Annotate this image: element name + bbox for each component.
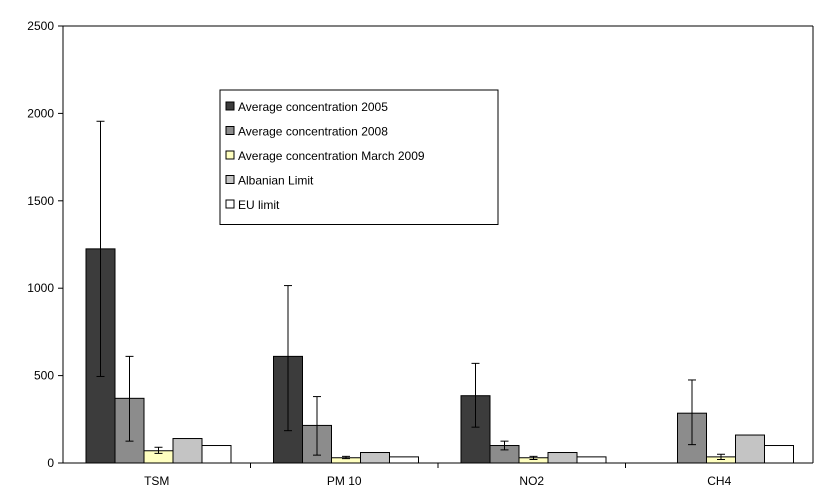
x-tick-label: CH4 <box>707 474 731 488</box>
legend-label: EU limit <box>238 198 280 212</box>
bar <box>576 456 607 464</box>
bar-group <box>85 248 794 464</box>
legend-label: Average concentration 2008 <box>238 125 388 139</box>
error-bar-group <box>96 120 725 461</box>
bar <box>360 452 390 464</box>
y-tick-label: 2500 <box>27 19 54 33</box>
y-tick-label: 500 <box>34 369 54 383</box>
x-tick-label: PM 10 <box>327 474 362 488</box>
legend-swatch <box>225 126 235 135</box>
x-axis: TSM PM 10 NO2 CH4 <box>63 462 813 488</box>
legend-swatch <box>225 150 235 160</box>
x-tick-label: NO2 <box>519 474 544 488</box>
legend-swatch <box>225 101 235 111</box>
legend-label: Average concentration March 2009 <box>238 149 425 163</box>
bar <box>201 445 232 464</box>
legend-label: Albanian Limit <box>238 174 314 188</box>
bar <box>172 438 203 464</box>
y-tick-label: 2000 <box>27 106 54 120</box>
y-tick-label: 1000 <box>27 281 54 295</box>
bar <box>547 452 578 464</box>
legend-swatch <box>225 199 235 209</box>
legend-swatch <box>225 175 235 184</box>
bar <box>764 445 794 464</box>
legend-label: Average concentration 2005 <box>238 100 388 114</box>
y-tick-label: 0 <box>47 456 54 470</box>
bar <box>735 434 765 464</box>
y-tick-label: 1500 <box>27 194 54 208</box>
x-tick-label: TSM <box>144 474 169 488</box>
legend-box <box>219 89 499 225</box>
y-axis: 0 500 1000 1500 2000 2500 <box>27 19 814 470</box>
legend: Average concentration 2005 Average concen… <box>219 89 499 225</box>
bar <box>389 456 419 464</box>
